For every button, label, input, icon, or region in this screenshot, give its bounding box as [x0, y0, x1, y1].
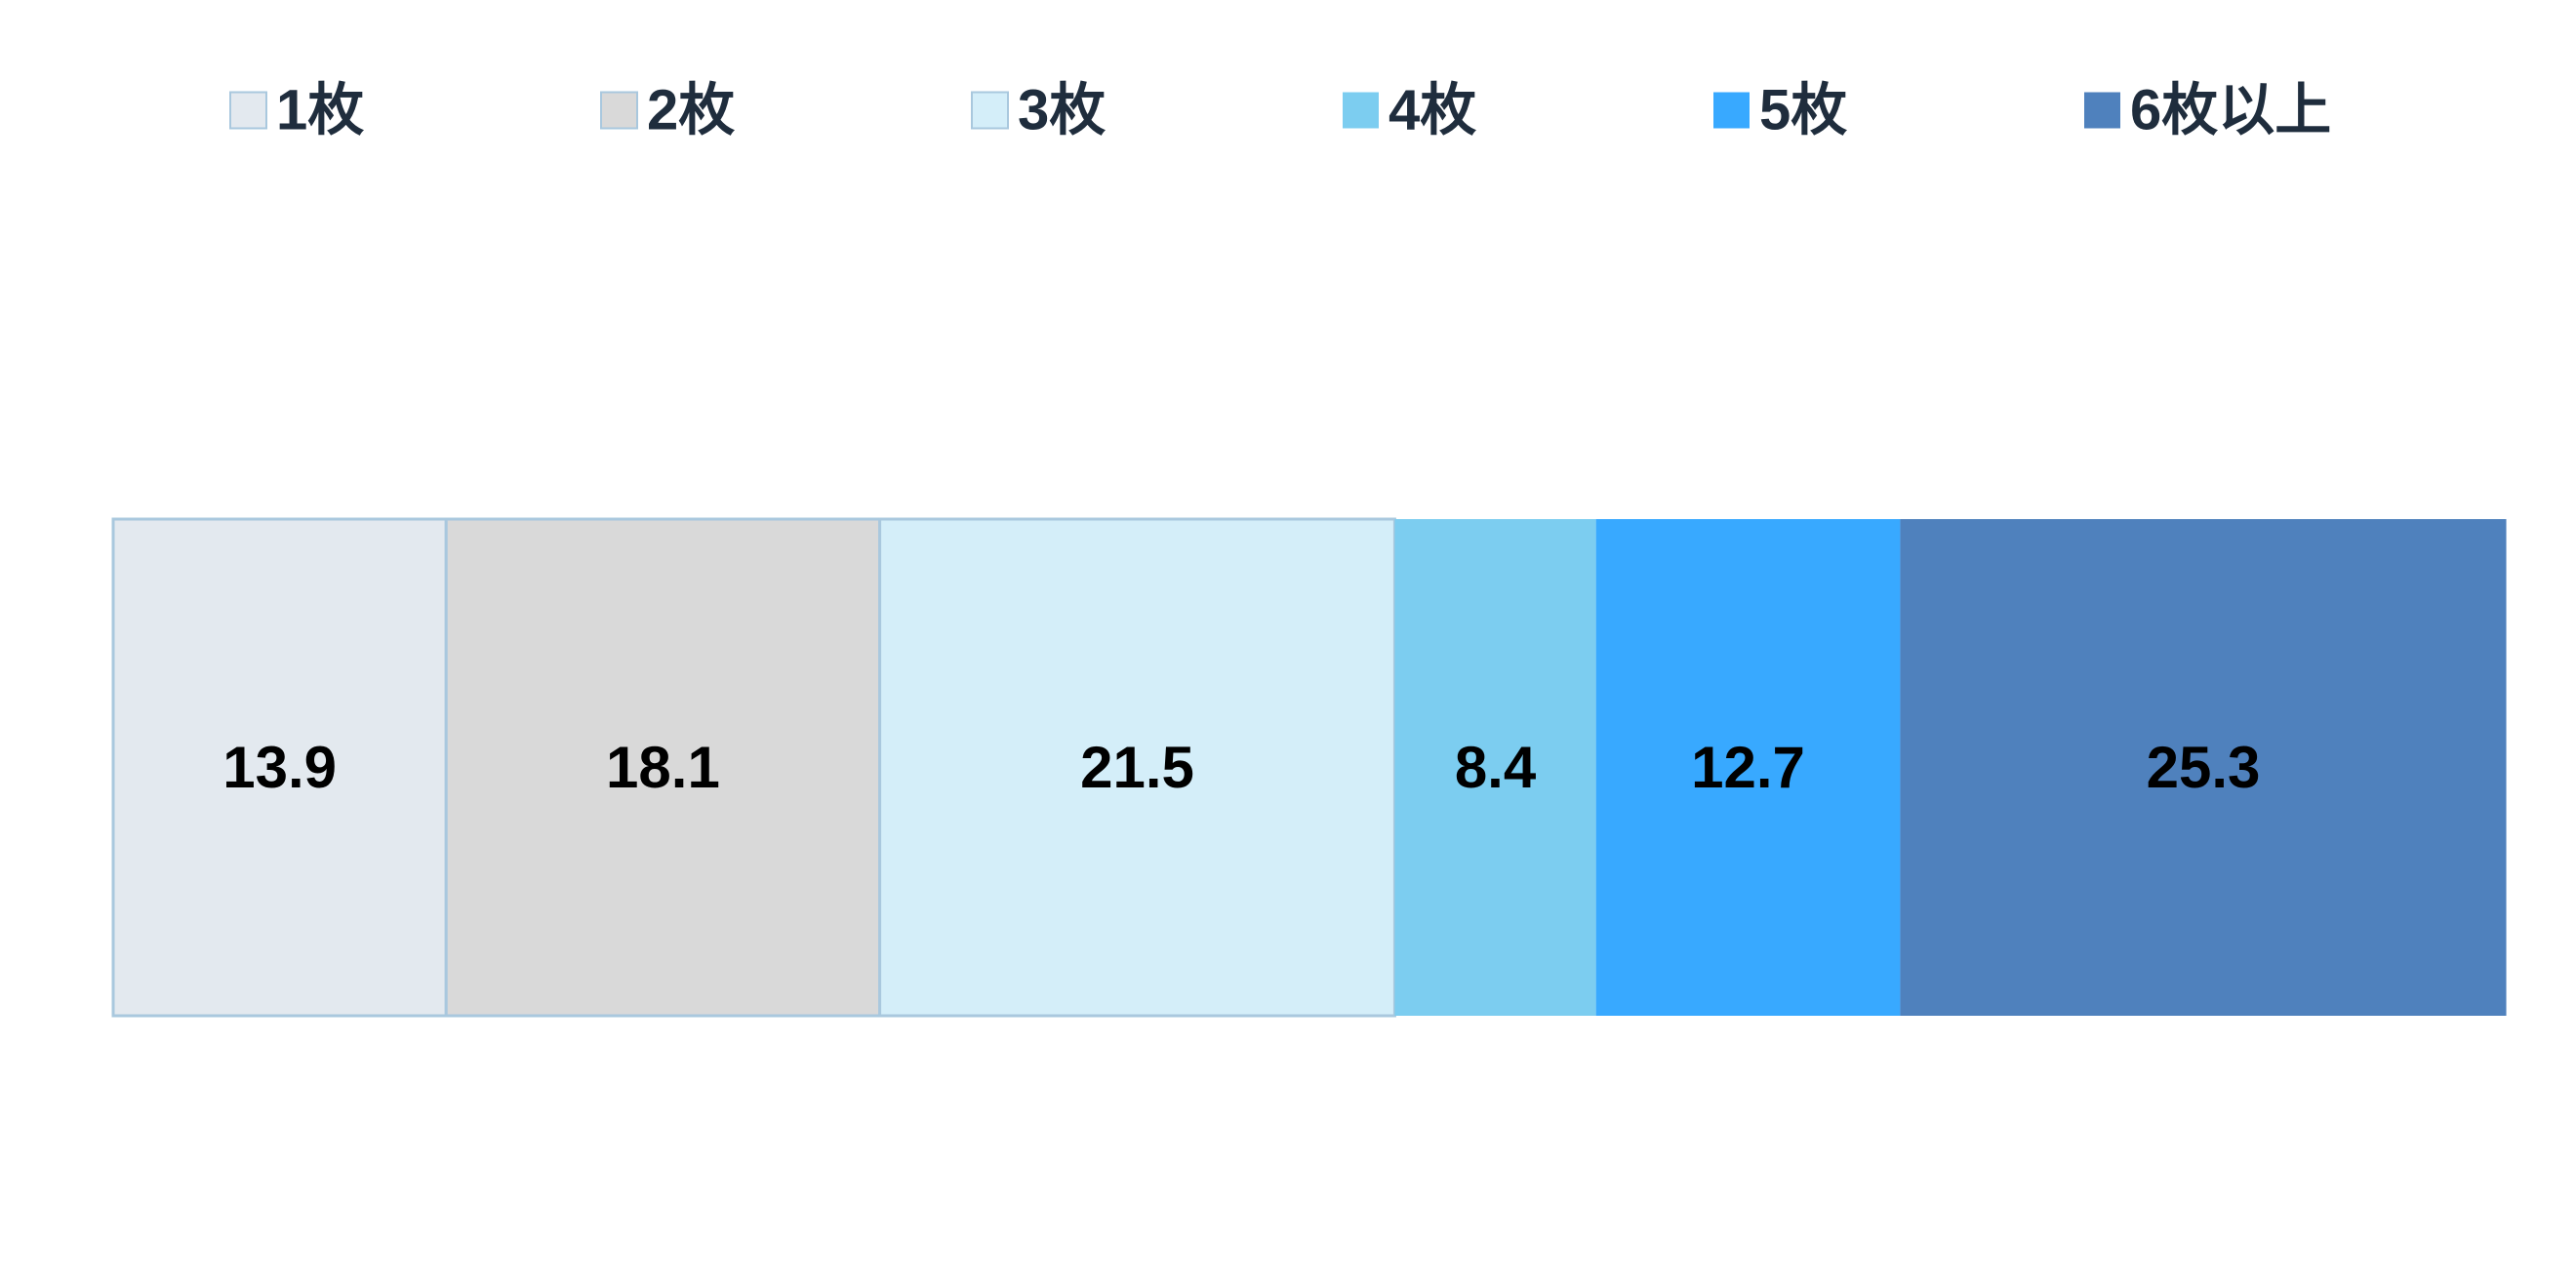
legend-swatch — [2084, 92, 2120, 129]
value-label: 12.7 — [1691, 735, 1805, 800]
bar-segment — [111, 517, 448, 1018]
legend-swatch — [1713, 92, 1750, 129]
legend-swatch — [971, 91, 1009, 130]
value-label: 13.9 — [222, 735, 337, 800]
bar-segment — [1595, 519, 1901, 1016]
legend-text: 3枚 — [1018, 79, 1106, 142]
legend-text: 1枚 — [276, 79, 364, 142]
legend-text: 2枚 — [647, 79, 735, 142]
legend-swatch — [1343, 92, 1379, 129]
bar-segment — [444, 517, 882, 1018]
bar-segment — [1900, 519, 2507, 1016]
bar-segment — [878, 517, 1396, 1018]
value-label: 25.3 — [2147, 735, 2261, 800]
legend-swatch — [229, 91, 267, 130]
value-label: 18.1 — [606, 735, 720, 800]
legend-swatch — [600, 91, 638, 130]
legend-text: 6枚以上 — [2130, 79, 2331, 142]
bar-segment — [1394, 519, 1596, 1016]
legend-text: 4枚 — [1389, 79, 1476, 142]
value-label: 8.4 — [1455, 735, 1537, 800]
value-label: 21.5 — [1080, 735, 1194, 800]
legend-text: 5枚 — [1759, 79, 1847, 142]
